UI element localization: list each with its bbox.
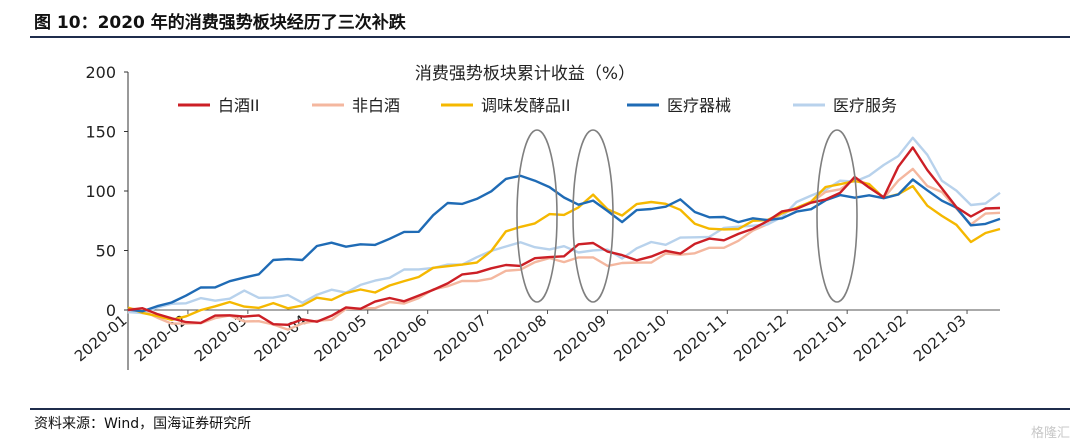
y-tick-label: 150 (85, 123, 116, 142)
x-tick-label: 2020-11 (670, 311, 730, 365)
annotation-ellipse (816, 129, 858, 303)
series-lines (127, 136, 1001, 331)
x-tick-label: 2020-06 (371, 311, 431, 365)
x-tick-label: 2021-03 (910, 311, 970, 365)
x-tick-label: 2020-01 (71, 311, 131, 365)
y-tick-label: 100 (85, 182, 116, 201)
series-line (127, 136, 1001, 315)
legend-label: 白酒II (218, 96, 259, 115)
y-tick-label: 0 (106, 301, 116, 320)
x-tick-label: 2021-01 (790, 311, 850, 365)
y-tick-label: 200 (85, 63, 116, 82)
annotation-ellipses (516, 129, 858, 303)
legend-label: 医疗服务 (833, 96, 897, 115)
x-tick-label: 2020-09 (550, 311, 610, 365)
x-tick-label: 2021-02 (850, 311, 910, 365)
annotation-ellipse (572, 129, 614, 303)
legend-label: 非白酒 (352, 96, 400, 115)
y-axis: 0 50 100 150 200 (85, 63, 129, 370)
y-tick-label: 50 (96, 242, 116, 261)
source-rule (30, 408, 1070, 410)
legend-label: 调味发酵品II (481, 96, 570, 115)
chart-title: 消费强势板块累计收益（%） (415, 64, 635, 84)
legend: 白酒II 非白酒 调味发酵品II 医疗器械 医疗服务 (178, 96, 897, 115)
x-tick-label: 2020-10 (610, 311, 670, 365)
title-rule (30, 36, 1070, 38)
series-line (127, 167, 1001, 331)
x-tick-label: 2020-12 (730, 311, 790, 365)
legend-label: 医疗器械 (667, 96, 731, 115)
watermark-logo: 格隆汇 (1030, 426, 1070, 441)
x-tick-label: 2020-07 (431, 311, 491, 365)
source-note: 资料来源：Wind，国海证券研究所 (34, 416, 252, 432)
x-tick-label: 2020-08 (490, 311, 550, 365)
annotation-ellipse (516, 129, 558, 303)
figure-title: 图 10：2020 年的消费强势板块经历了三次补跌 (34, 13, 406, 33)
series-line (127, 174, 1001, 313)
